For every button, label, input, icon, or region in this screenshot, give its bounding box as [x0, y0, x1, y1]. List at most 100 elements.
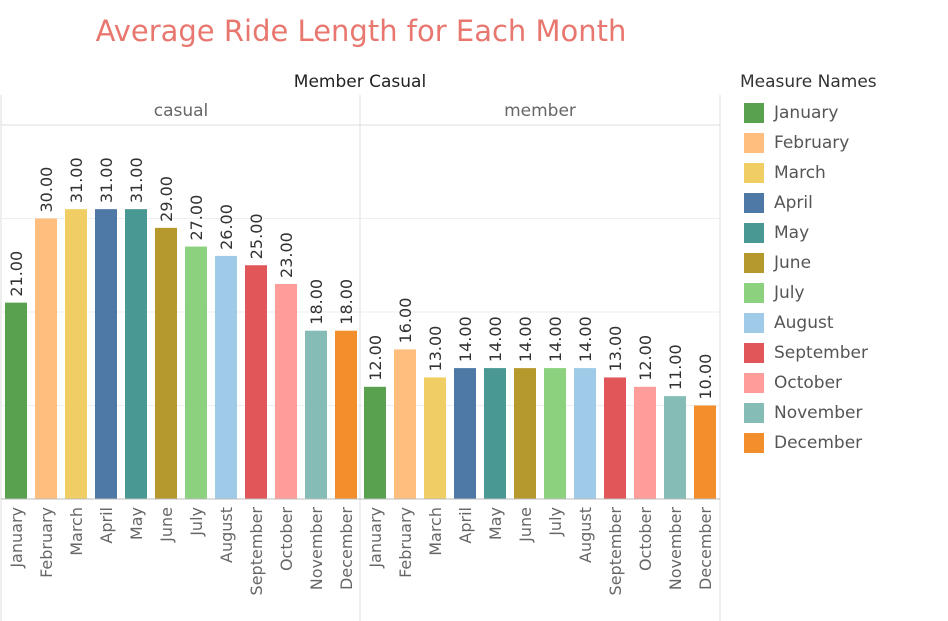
bar-casual-october — [275, 283, 297, 499]
x-tick-label: November — [666, 507, 685, 591]
legend: Measure Names January February March April M… — [740, 72, 940, 458]
legend-swatch — [744, 223, 764, 243]
bar-member-december — [694, 405, 716, 499]
data-label: 10.00 — [696, 354, 715, 400]
legend-item-september[interactable]: September — [740, 338, 940, 368]
bar-casual-february — [35, 218, 57, 499]
x-tick-label: January — [7, 507, 26, 569]
x-tick-label: October — [636, 507, 655, 571]
legend-swatch — [744, 313, 764, 333]
legend-swatch — [744, 283, 764, 303]
legend-item-april[interactable]: April — [740, 188, 940, 218]
panel-header-casual: casual — [154, 101, 209, 121]
legend-label: September — [774, 343, 868, 363]
bar-casual-december — [335, 330, 357, 499]
data-label: 14.00 — [576, 316, 595, 362]
legend-label: July — [774, 283, 805, 303]
legend-label: February — [774, 133, 850, 153]
legend-swatch — [744, 343, 764, 363]
legend-swatch — [744, 403, 764, 423]
legend-item-december[interactable]: December — [740, 428, 940, 458]
x-tick-label: November — [307, 507, 326, 591]
legend-label: March — [774, 163, 826, 183]
legend-label: May — [774, 223, 810, 243]
x-tick-label: February — [396, 507, 415, 578]
data-label: 31.00 — [67, 157, 86, 203]
legend-item-february[interactable]: February — [740, 128, 940, 158]
data-label: 29.00 — [157, 176, 176, 222]
legend-item-july[interactable]: July — [740, 278, 940, 308]
legend-label: December — [774, 433, 863, 453]
bar-casual-march — [65, 209, 87, 499]
x-tick-label: July — [546, 507, 565, 537]
legend-label: November — [774, 403, 863, 423]
data-label: 18.00 — [307, 279, 326, 325]
legend-item-june[interactable]: June — [740, 248, 940, 278]
data-label: 13.00 — [426, 326, 445, 372]
chart-title: Average Ride Length for Each Month — [95, 14, 627, 48]
bar-casual-september — [245, 265, 267, 499]
data-label: 25.00 — [247, 213, 266, 259]
bar-member-january — [364, 386, 386, 499]
x-tick-label: December — [696, 507, 715, 590]
bar-member-may — [484, 368, 506, 499]
bar-casual-august — [215, 255, 237, 499]
data-label: 31.00 — [127, 157, 146, 203]
x-tick-label: June — [516, 507, 535, 543]
x-tick-label: June — [157, 507, 176, 543]
legend-label: April — [774, 193, 813, 213]
data-label: 13.00 — [606, 326, 625, 372]
data-label: 27.00 — [187, 195, 206, 241]
bar-member-april — [454, 368, 476, 499]
legend-swatch — [744, 433, 764, 453]
data-label: 18.00 — [337, 279, 356, 325]
legend-swatch — [744, 253, 764, 273]
bar-casual-june — [155, 227, 177, 499]
legend-label: August — [774, 313, 834, 333]
panel-header-member: member — [504, 101, 576, 121]
legend-item-may[interactable]: May — [740, 218, 940, 248]
bar-casual-april — [95, 209, 117, 499]
legend-swatch — [744, 193, 764, 213]
data-label: 14.00 — [486, 316, 505, 362]
legend-swatch — [744, 373, 764, 393]
data-label: 12.00 — [366, 335, 385, 381]
bar-member-august — [574, 368, 596, 499]
legend-items: January February March April May June July Augu… — [740, 98, 940, 458]
legend-title: Measure Names — [740, 72, 877, 92]
data-label: 12.00 — [636, 335, 655, 381]
bar-member-february — [394, 349, 416, 499]
bar-casual-november — [305, 330, 327, 499]
data-label: 26.00 — [217, 204, 236, 250]
x-tick-label: January — [366, 507, 385, 569]
x-tick-label: March — [67, 507, 86, 556]
x-tick-label: April — [97, 507, 116, 544]
bar-member-june — [514, 368, 536, 499]
data-label: 14.00 — [516, 316, 535, 362]
x-tick-label: April — [456, 507, 475, 544]
x-tick-label: May — [486, 507, 505, 540]
bar-casual-may — [125, 209, 147, 499]
legend-label: October — [774, 373, 843, 393]
legend-swatch — [744, 163, 764, 183]
x-tick-label: September — [606, 507, 625, 596]
legend-item-august[interactable]: August — [740, 308, 940, 338]
data-label: 21.00 — [7, 251, 26, 297]
data-label: 11.00 — [666, 344, 685, 390]
bar-member-march — [424, 377, 446, 499]
legend-item-january[interactable]: January — [740, 98, 940, 128]
x-tick-label: October — [277, 507, 296, 571]
data-label: 14.00 — [456, 316, 475, 362]
legend-item-october[interactable]: October — [740, 368, 940, 398]
bar-member-july — [544, 368, 566, 499]
legend-item-march[interactable]: March — [740, 158, 940, 188]
legend-label: June — [774, 253, 812, 273]
x-tick-label: September — [247, 507, 266, 596]
legend-item-november[interactable]: November — [740, 398, 940, 428]
bar-casual-january — [5, 302, 27, 499]
bar-member-october — [634, 386, 656, 499]
x-tick-label: July — [187, 507, 206, 537]
x-tick-label: August — [576, 507, 595, 563]
legend-label: January — [774, 103, 839, 123]
